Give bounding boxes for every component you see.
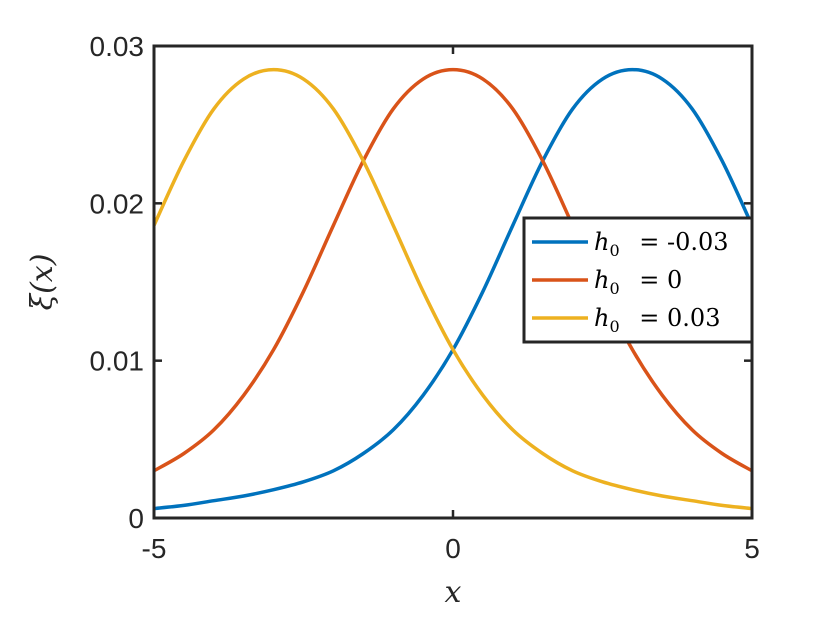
y-tick-label: 0.02	[90, 188, 145, 219]
y-tick-label: 0.03	[90, 31, 145, 62]
series-line-1	[154, 67, 752, 511]
y-tick-label: 0.01	[90, 346, 145, 377]
series-line-3	[154, 67, 752, 511]
legend: h0 = -0.03 h0 = 0 h0 = 0.03	[522, 216, 754, 344]
series-layer	[154, 67, 752, 511]
series-line-2	[154, 67, 752, 473]
x-tick-label: 5	[744, 533, 760, 564]
x-axis-label: x	[445, 575, 462, 610]
legend-label-3: h0 = 0.03	[594, 304, 720, 336]
x-tick-label: -5	[142, 533, 167, 564]
x-tick-label: 0	[445, 533, 461, 564]
y-axis-label: ξ(x)	[25, 254, 60, 311]
y-tick-label: 0	[128, 503, 144, 534]
legend-label-1: h0 = -0.03	[594, 228, 729, 260]
legend-label-2: h0 = 0	[594, 266, 682, 298]
